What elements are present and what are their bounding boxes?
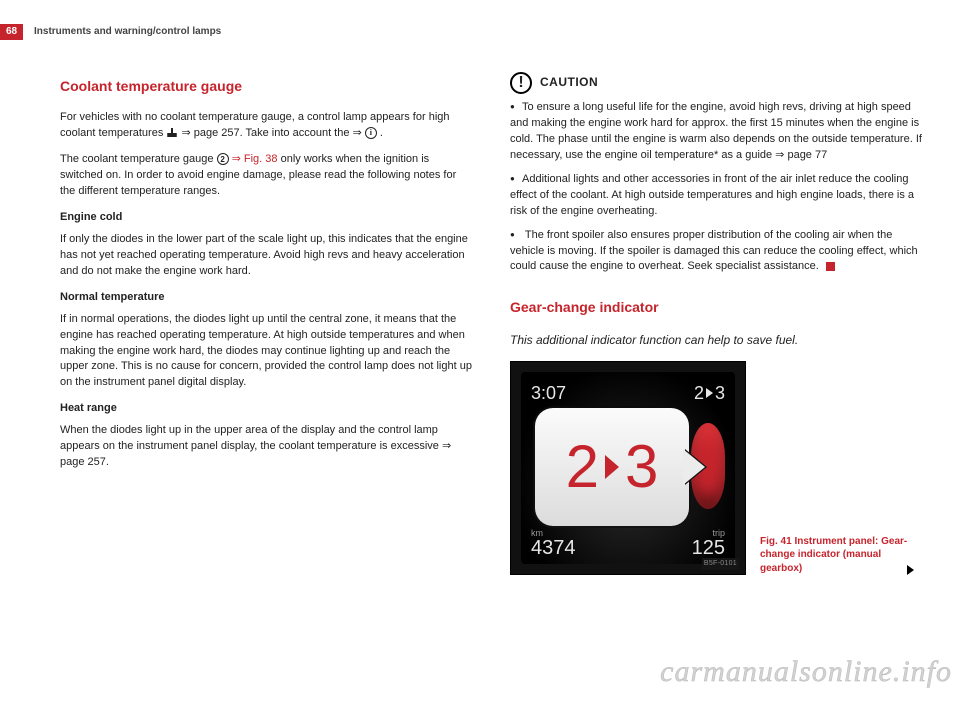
list-item: The front spoiler also ensures proper di…: [510, 228, 924, 276]
paragraph: For vehicles with no coolant temperature…: [60, 110, 474, 142]
panel-top-row: 3:07 2 3: [531, 380, 725, 406]
caution-icon: !: [510, 72, 532, 94]
paragraph: The coolant temperature gauge 2 ⇒ Fig. 3…: [60, 152, 474, 200]
odometer: km 4374: [531, 529, 576, 558]
caution-label: CAUTION: [540, 74, 598, 91]
paragraph: If in normal operations, the diodes ligh…: [60, 312, 474, 392]
triangle-right-icon: [706, 388, 713, 398]
caution-list: To ensure a long useful life for the eng…: [510, 100, 924, 275]
columns: Coolant temperature gauge For vehicles w…: [60, 76, 924, 701]
left-column: Coolant temperature gauge For vehicles w…: [60, 76, 474, 701]
figure-caption-text: Fig. 41 Instrument panel: Gear-change in…: [760, 536, 907, 574]
running-head: Instruments and warning/control lamps: [34, 24, 221, 40]
caution-heading: ! CAUTION: [510, 72, 924, 94]
bubble-tail: [683, 449, 705, 485]
text: The front spoiler also ensures proper di…: [510, 229, 918, 273]
trip-value: 125: [692, 538, 725, 558]
section-title-coolant: Coolant temperature gauge: [60, 76, 474, 96]
paragraph: When the diodes light up in the upper ar…: [60, 423, 474, 471]
text: ⇒ page 257. Take into account the ⇒: [181, 127, 364, 139]
section-title-gear: Gear-change indicator: [510, 297, 924, 317]
instrument-panel-mock: 3:07 2 3: [510, 361, 746, 575]
tripmeter: trip 125: [692, 529, 725, 558]
figure-41: 3:07 2 3: [510, 361, 924, 575]
circled-number-2: 2: [217, 153, 229, 165]
coolant-temp-icon: [167, 128, 177, 138]
text: .: [380, 127, 383, 139]
image-code: B5F-0101: [702, 558, 739, 570]
figure-crossref: ⇒ Fig. 38: [232, 153, 278, 165]
text: The coolant temperature gauge: [60, 153, 217, 165]
mini-gear-from: 2: [694, 380, 704, 406]
bubble-from: 2: [566, 437, 599, 497]
info-icon: i: [365, 127, 377, 139]
gear-bubble: 2 3: [535, 408, 689, 526]
manual-page: 68 Instruments and warning/control lamps…: [0, 0, 960, 701]
panel-inner: 3:07 2 3: [521, 372, 735, 564]
bubble-body: 2 3: [535, 408, 689, 526]
figure-caption: Fig. 41 Instrument panel: Gear-change in…: [760, 535, 910, 576]
continuation-arrow-icon: [907, 565, 914, 575]
paragraph: If only the diodes in the lower part of …: [60, 232, 474, 280]
panel-gear-mini: 2 3: [694, 380, 725, 406]
mini-gear-to: 3: [715, 380, 725, 406]
page-number-tab: 68: [0, 24, 23, 40]
right-column: ! CAUTION To ensure a long useful life f…: [510, 76, 924, 701]
bubble-to: 3: [625, 437, 658, 497]
section-subtitle-gear: This additional indicator function can h…: [510, 332, 924, 349]
subheading-heat-range: Heat range: [60, 401, 474, 417]
subheading-engine-cold: Engine cold: [60, 210, 474, 226]
km-value: 4374: [531, 538, 576, 558]
list-item: Additional lights and other accessories …: [510, 172, 924, 220]
triangle-right-icon: [605, 455, 619, 479]
panel-bottom-row: km 4374 trip 125: [531, 529, 725, 558]
panel-time: 3:07: [531, 380, 566, 406]
subheading-normal-temp: Normal temperature: [60, 290, 474, 306]
list-item: To ensure a long useful life for the eng…: [510, 100, 924, 164]
section-end-marker: [826, 262, 835, 271]
